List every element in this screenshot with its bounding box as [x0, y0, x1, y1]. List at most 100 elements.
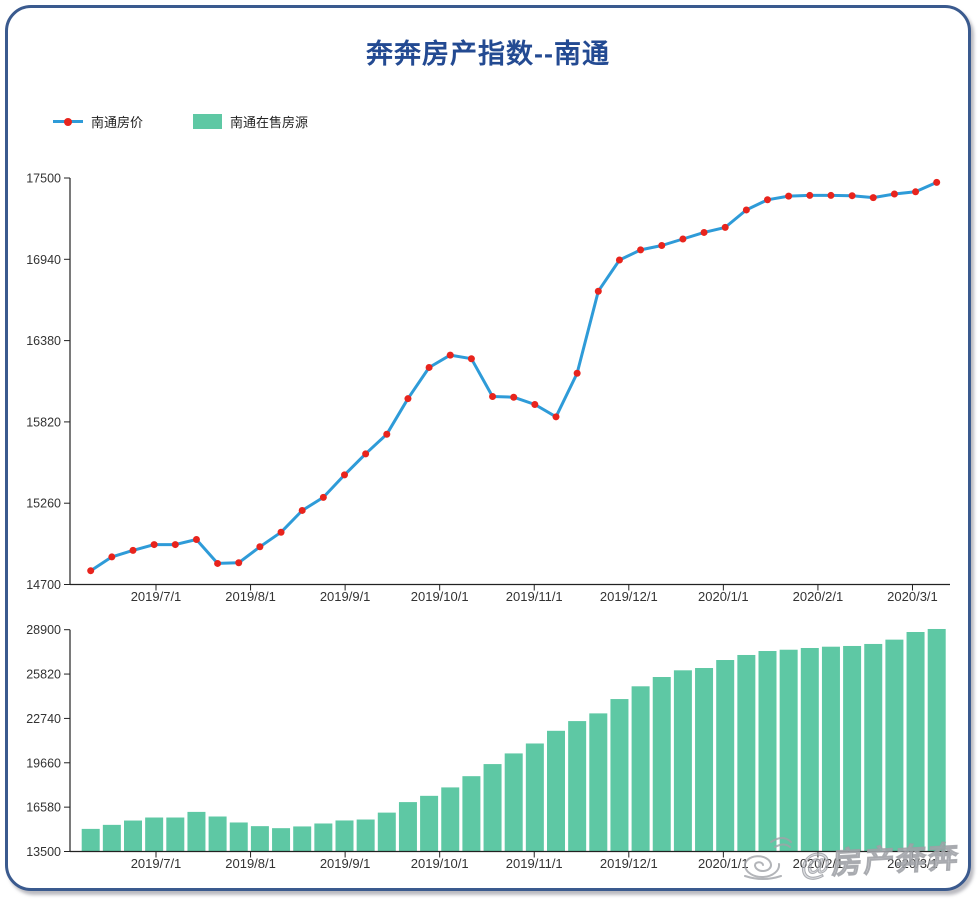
- x-tick-label: 2020/2/1: [793, 856, 844, 871]
- x-tick-label: 2019/11/1: [506, 856, 563, 871]
- bar: [81, 828, 100, 852]
- x-tick-label: 2019/10/1: [411, 856, 469, 871]
- data-point-marker: [933, 178, 941, 186]
- bar: [124, 820, 142, 852]
- bar: [462, 776, 481, 852]
- bar: [250, 826, 269, 852]
- data-point-marker: [531, 400, 539, 408]
- bar: [758, 651, 777, 852]
- data-point-marker: [764, 196, 771, 204]
- data-point-marker: [785, 192, 793, 200]
- x-tick-label: 2020/3/1: [887, 856, 938, 871]
- bar: [631, 686, 650, 852]
- data-point-marker: [637, 246, 645, 254]
- bar: [314, 823, 333, 852]
- x-tick-label: 2019/7/1: [131, 856, 182, 871]
- bar: [102, 824, 121, 852]
- x-tick-label: 2019/9/1: [320, 856, 371, 871]
- data-point-marker: [742, 206, 750, 214]
- bar: [927, 628, 946, 852]
- y-tick-label: 13500: [26, 845, 61, 859]
- bar: [187, 811, 206, 852]
- data-point-marker: [510, 393, 518, 401]
- data-point-marker: [319, 493, 327, 501]
- chart-card: 奔奔房产指数--南通 南通房价 南通在售房源 14700 15260 15820 16…: [5, 5, 971, 891]
- data-point-marker: [87, 567, 95, 575]
- data-point-marker: [848, 192, 856, 200]
- y-tick-label: 15820: [26, 415, 61, 429]
- legend-item-listings[interactable]: 南通在售房源: [193, 112, 308, 131]
- y-tick-label: 19660: [26, 756, 61, 770]
- x-tick-label: 2019/7/1: [131, 589, 182, 604]
- x-tick-label: 2020/3/1: [887, 589, 938, 604]
- bar: [589, 713, 608, 852]
- bar: [166, 817, 185, 852]
- bar: [864, 643, 883, 852]
- y-tick-label: 17500: [26, 172, 61, 186]
- y-tick-label: 25820: [26, 668, 61, 682]
- legend: 南通房价 南通在售房源: [53, 112, 308, 131]
- data-point-marker: [277, 528, 285, 536]
- bar: [821, 646, 840, 852]
- data-point-marker: [256, 543, 264, 551]
- data-point-marker: [341, 471, 348, 479]
- bar-series-swatch-icon: [193, 114, 223, 129]
- price-line-chart: 14700 15260 15820 16380 16940 17500 2019/7/1 20…: [26, 172, 950, 604]
- x-tick-label: 2019/8/1: [225, 856, 276, 871]
- bar: [779, 649, 798, 852]
- x-tick-label: 2020/2/1: [793, 589, 844, 604]
- bar: [673, 670, 692, 852]
- data-point-marker: [806, 191, 814, 199]
- bar: [272, 828, 291, 852]
- data-point-marker: [150, 541, 158, 549]
- bar: [547, 730, 565, 852]
- data-point-marker: [235, 559, 243, 567]
- x-tick-label: 2019/10/1: [411, 589, 469, 604]
- data-point-marker: [467, 355, 475, 363]
- data-point-marker: [700, 228, 708, 236]
- y-tick-label: 16380: [26, 334, 61, 348]
- x-tick-label: 2019/8/1: [225, 589, 276, 604]
- data-point-marker: [679, 235, 687, 243]
- y-tick-label: 14700: [26, 578, 61, 592]
- bar: [800, 647, 819, 852]
- bar: [843, 645, 862, 852]
- bar: [293, 826, 312, 852]
- data-point-marker: [298, 506, 306, 514]
- y-tick-label: 16940: [26, 253, 61, 267]
- y-tick-label: 22740: [26, 712, 61, 726]
- x-tick-label: 2019/11/1: [506, 589, 563, 604]
- bar: [716, 660, 735, 852]
- bar: [335, 820, 354, 852]
- data-point-marker: [362, 450, 370, 458]
- legend-label-listings: 南通在售房源: [230, 115, 309, 130]
- bar: [441, 787, 460, 852]
- bar: [525, 743, 544, 852]
- line-series-marker-icon: [53, 117, 83, 126]
- data-point-marker: [383, 430, 391, 438]
- data-point-marker: [425, 363, 433, 371]
- bar: [145, 817, 164, 852]
- bar: [610, 699, 629, 852]
- legend-label-price: 南通房价: [91, 115, 144, 130]
- x-tick-label: 2020/1/1: [698, 856, 749, 871]
- bar: [652, 677, 671, 852]
- data-point-marker: [721, 223, 729, 231]
- data-point-marker: [573, 369, 581, 377]
- data-point-marker: [890, 190, 898, 198]
- data-point-marker: [171, 541, 179, 549]
- data-point-marker: [192, 535, 200, 543]
- data-point-marker: [552, 413, 560, 421]
- data-point-marker: [658, 242, 666, 250]
- bar: [208, 816, 227, 852]
- data-point-marker: [615, 256, 623, 264]
- x-tick-label: 2019/12/1: [600, 589, 658, 604]
- data-point-marker: [594, 287, 602, 295]
- legend-item-price[interactable]: 南通房价: [53, 112, 143, 131]
- bar: [504, 753, 523, 852]
- bar: [737, 654, 756, 852]
- x-tick-label: 2019/9/1: [320, 589, 371, 604]
- x-tick-label: 2019/12/1: [600, 856, 658, 871]
- data-point-marker: [108, 553, 116, 561]
- x-tick-label: 2020/1/1: [698, 589, 749, 604]
